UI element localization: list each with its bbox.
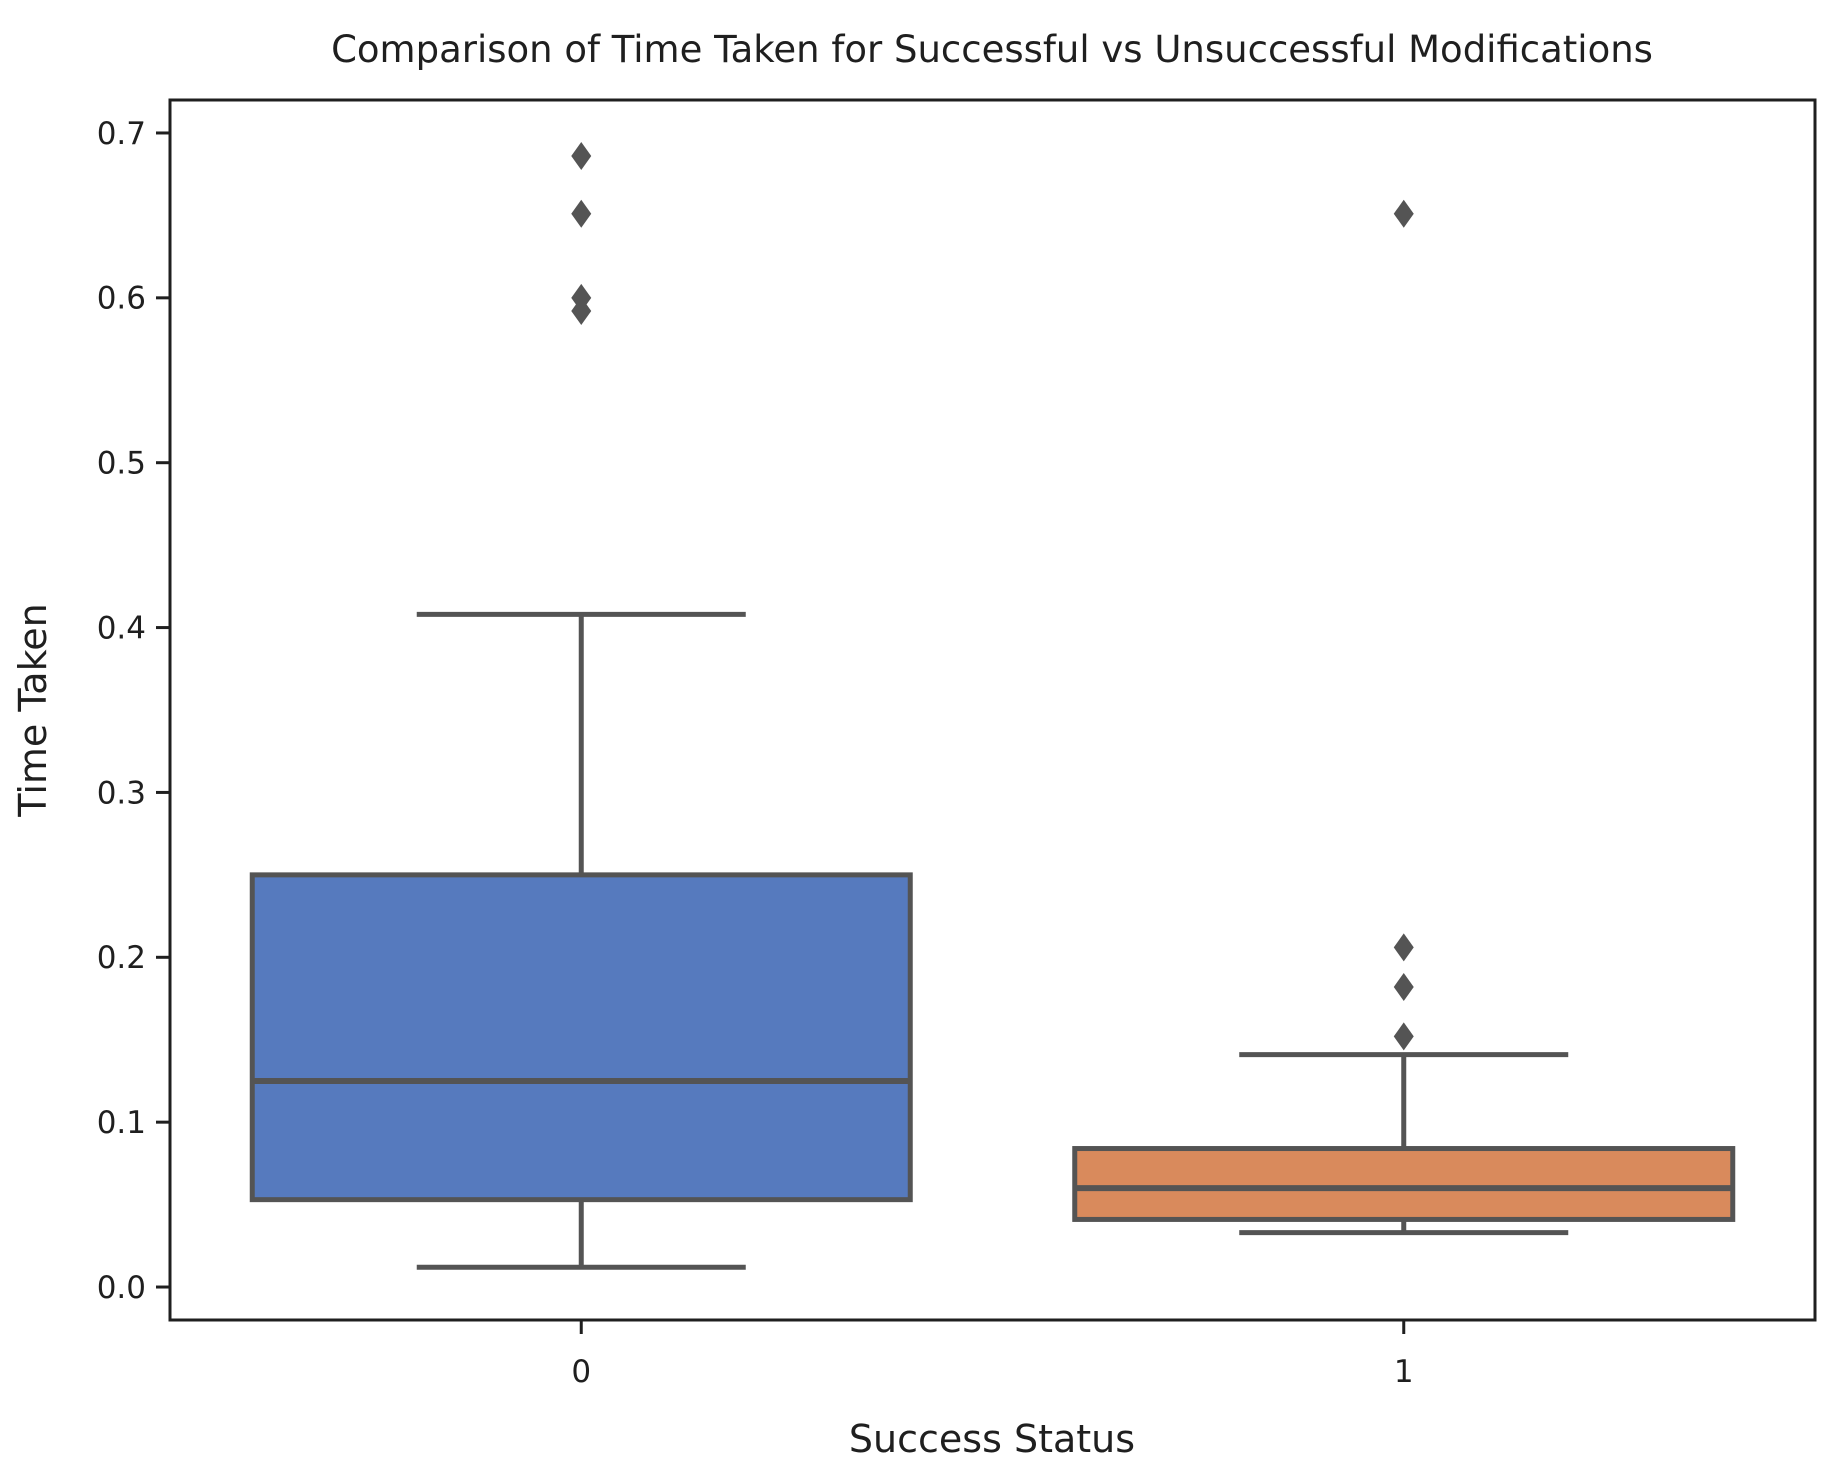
outlier-0-1 [571, 283, 592, 312]
outlier-1-3 [1393, 199, 1414, 228]
y-axis-label: Time Taken [11, 603, 55, 817]
x-tick-label-1: 1 [1394, 1354, 1414, 1390]
y-tick-label-2: 0.2 [97, 940, 146, 976]
chart-title: Comparison of Time Taken for Successful … [331, 28, 1653, 71]
box-success-status-0 [249, 872, 913, 1203]
box-success-status-1 [1072, 1146, 1736, 1222]
x-axis-label: Success Status [849, 1417, 1135, 1461]
y-tick-label-3: 0.3 [97, 775, 146, 811]
y-tick-label-5: 0.5 [97, 446, 146, 482]
y-tick-label-1: 0.1 [97, 1105, 146, 1141]
plot-area: 0.0 0.1 0.2 0.3 0.4 0.5 0.6 0.7 0 1 [97, 98, 1817, 1390]
y-tick-label-7: 0.7 [97, 116, 146, 152]
outlier-0-2 [571, 199, 592, 228]
outlier-0-3 [571, 142, 592, 171]
y-tick-label-0: 0.0 [97, 1270, 146, 1306]
outlier-1-2 [1393, 933, 1414, 962]
y-tick-label-6: 0.6 [97, 281, 146, 317]
x-tick-label-0: 0 [571, 1354, 591, 1390]
outlier-1-1 [1393, 972, 1414, 1001]
y-tick-label-4: 0.4 [97, 610, 146, 646]
axes-frame [168, 98, 1817, 1322]
outlier-1-0 [1393, 1022, 1414, 1051]
